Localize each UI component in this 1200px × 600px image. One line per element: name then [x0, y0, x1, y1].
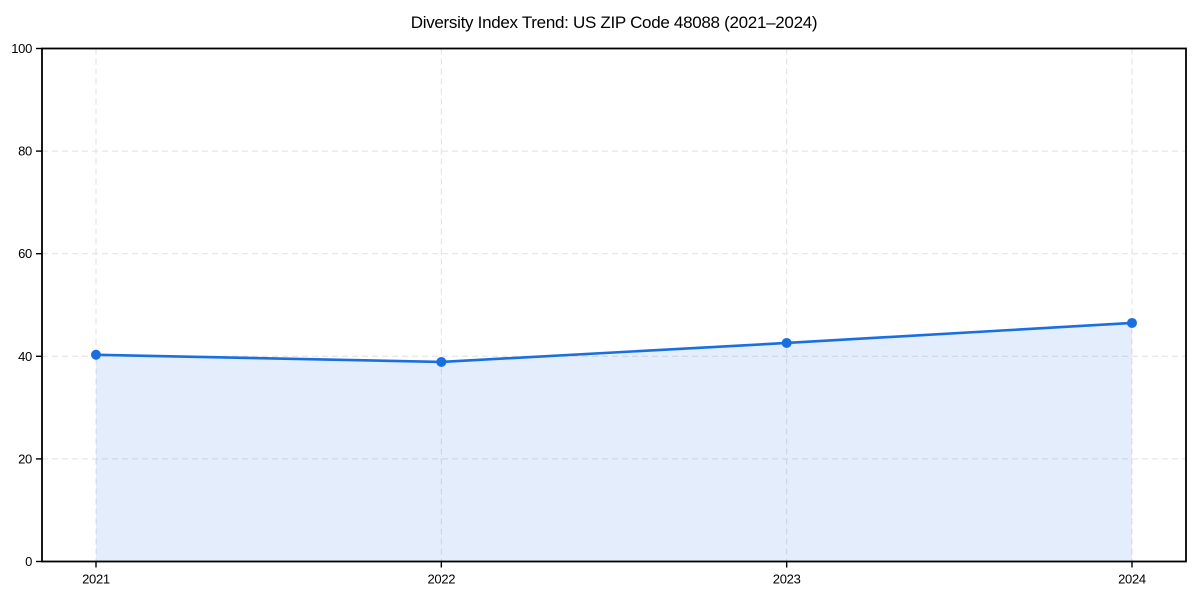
x-tick-label: 2023 [773, 572, 801, 587]
x-tick-label: 2021 [82, 572, 110, 587]
chart-title: Diversity Index Trend: US ZIP Code 48088… [410, 13, 818, 32]
trend-line [94, 321, 1134, 364]
data-point-2021 [91, 349, 101, 360]
x-tick-label: 2022 [427, 572, 455, 587]
data-point-2022 [436, 356, 447, 367]
y-tick-label: 40 [18, 349, 32, 364]
data-point-2023 [781, 337, 792, 348]
x-tick-label: 2024 [1118, 572, 1146, 587]
y-tick-label: 0 [25, 554, 32, 569]
y-tick-label: 60 [18, 246, 32, 261]
y-tick-label: 20 [18, 451, 32, 466]
area-fill [96, 322, 1132, 562]
plot-border [41, 47, 1187, 563]
y-tick-label: 100 [11, 41, 32, 56]
data-point-2024 [1127, 317, 1137, 328]
y-tick-label: 80 [18, 144, 32, 159]
